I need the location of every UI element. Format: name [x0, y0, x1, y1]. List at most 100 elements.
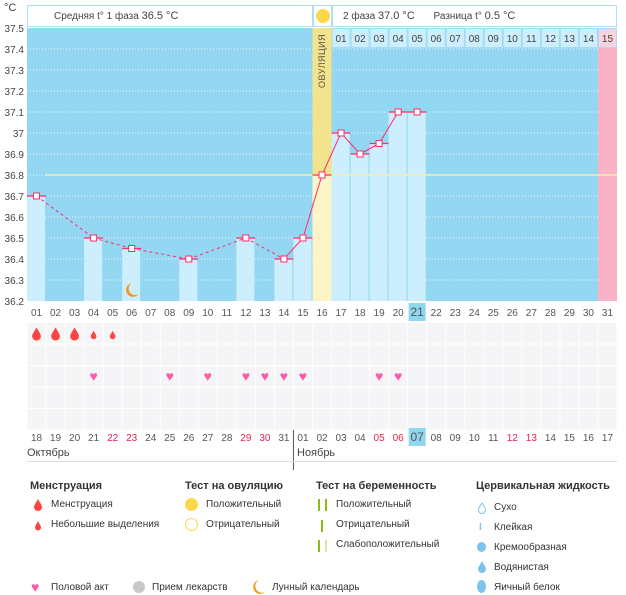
symptom-cell	[579, 387, 598, 408]
symptom-cell	[370, 387, 389, 408]
symptom-cell	[274, 409, 293, 430]
calendar-date: 17	[602, 433, 614, 444]
symptom-cell	[446, 409, 465, 430]
symptom-cell	[274, 323, 293, 344]
symptom-cell	[560, 323, 579, 344]
symptom-cell	[503, 323, 522, 344]
temperature-point	[413, 108, 421, 116]
temperature-point	[375, 140, 383, 147]
symptom-cell	[84, 387, 103, 408]
symptom-cell	[541, 366, 560, 387]
temperature-line-segment	[245, 237, 285, 260]
legend-item: Небольшие выделения	[51, 519, 160, 530]
heart-icon: ♥	[204, 368, 212, 384]
calendar-date: 04	[355, 433, 367, 444]
calendar-date: 28	[221, 433, 233, 444]
symptom-cell	[198, 387, 217, 408]
symptom-cell	[484, 323, 503, 344]
phase2-day-number: 03	[374, 34, 386, 45]
symptom-cell	[46, 387, 65, 408]
symptom-cell	[293, 387, 312, 408]
symptom-cell	[274, 344, 293, 365]
current-day-highlight	[408, 303, 426, 321]
calendar-date: 09	[450, 433, 462, 444]
symptom-cell	[141, 323, 160, 344]
symptom-cell	[160, 323, 179, 344]
temperature-plot: 01 02 03 04 05 06 07 08 09 10 11 12 13 14 15 37.5 37.4 37…	[5, 24, 617, 470]
symptom-cell	[560, 409, 579, 430]
month-row: Октябрь Ноябрь	[27, 447, 617, 462]
symptom-cell	[46, 366, 65, 387]
temperature-bar	[236, 238, 255, 301]
diff-value: 0.5 °C	[484, 10, 516, 22]
symptom-cell	[217, 323, 236, 344]
symptom-cell	[160, 409, 179, 430]
calendar-date: 11	[488, 433, 499, 444]
heart-icon: ♥	[166, 368, 174, 384]
symptom-cell	[389, 344, 408, 365]
x-day-label: 08	[164, 308, 176, 319]
legend-item: Кремообразная	[494, 542, 567, 553]
symptom-cell	[103, 366, 122, 387]
symptom-cell	[312, 344, 332, 365]
phase2-day-cell	[597, 28, 617, 48]
calendar-date: 22	[107, 433, 119, 444]
x-day-label: 14	[278, 308, 290, 319]
y-tick-label: 36.7	[5, 192, 25, 203]
temperature-line-segment	[188, 237, 247, 260]
symptom-cell	[332, 344, 351, 365]
symptom-cell	[522, 409, 541, 430]
temperature-bar	[84, 238, 103, 301]
legend-item: Отрицательный	[336, 519, 410, 530]
phase2-day-cell	[578, 28, 598, 48]
symptom-cell	[179, 387, 198, 408]
temperature-line-segment	[321, 132, 342, 176]
symptom-cell	[103, 387, 122, 408]
symptom-cell	[65, 366, 84, 387]
symptom-cell	[141, 387, 160, 408]
symptom-cell	[293, 344, 312, 365]
symptom-cell	[408, 387, 427, 408]
symptom-cell	[84, 366, 103, 387]
symptom-cell	[484, 344, 503, 365]
temperature-point	[394, 108, 402, 116]
symptom-cell	[255, 409, 274, 430]
y-tick-label: 36.4	[5, 255, 25, 266]
heart-icon: ♥	[89, 368, 97, 384]
temperature-line-segment	[93, 237, 132, 249]
calendar-date: 08	[431, 433, 443, 444]
x-day-label: 03	[69, 308, 81, 319]
y-tick-label: 37.2	[5, 87, 25, 98]
calendar-date: 26	[183, 433, 195, 444]
x-day-label: 13	[259, 308, 271, 319]
symptom-cell	[522, 323, 541, 344]
phase2-day-number: 14	[583, 34, 595, 45]
symptom-cell	[427, 409, 446, 430]
temperature-bar	[293, 238, 312, 301]
phase2-day-cell	[350, 28, 370, 48]
legend-item: Отрицательный	[206, 519, 280, 530]
symptom-cell	[312, 387, 332, 408]
symptom-cell	[579, 344, 598, 365]
symptom-cell	[122, 323, 141, 344]
temperature-point	[33, 192, 41, 200]
moon-icon	[251, 579, 265, 595]
x-day-label: 26	[507, 308, 519, 319]
heart-icon: ♥	[242, 368, 250, 384]
x-day-label: 11	[222, 308, 233, 319]
menstruation-drop-icon	[32, 327, 41, 341]
phase1-value: 36.5 °C	[141, 10, 179, 22]
calendar-date: 24	[145, 433, 157, 444]
x-day-label: 04	[88, 308, 100, 319]
calendar-date: 15	[564, 433, 576, 444]
symptom-cell	[522, 387, 541, 408]
symptom-cell	[370, 409, 389, 430]
ovulation-label: ОВУЛЯЦИЯ	[313, 30, 332, 90]
symptom-cell	[465, 366, 484, 387]
ovulation-header	[313, 5, 332, 27]
y-tick-label: 37.3	[5, 66, 25, 77]
symptom-cell	[465, 344, 484, 365]
symptom-cell	[332, 409, 351, 430]
symptom-cell	[541, 409, 560, 430]
calendar-date: 14	[545, 433, 557, 444]
